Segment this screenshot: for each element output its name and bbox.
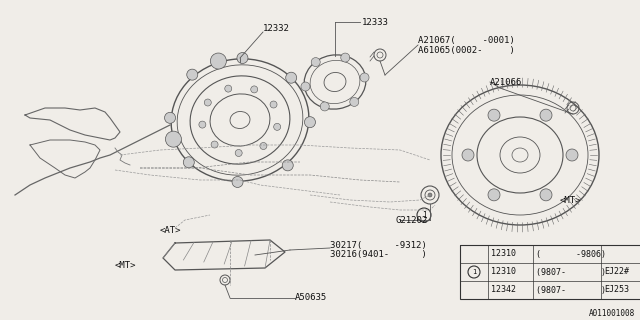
Circle shape	[428, 193, 432, 197]
Circle shape	[237, 52, 248, 64]
Text: 12342: 12342	[491, 285, 516, 294]
Circle shape	[540, 109, 552, 121]
Text: 30216(9401-      ): 30216(9401- )	[330, 250, 427, 259]
Circle shape	[165, 131, 181, 147]
Circle shape	[270, 101, 277, 108]
Circle shape	[488, 109, 500, 121]
Circle shape	[285, 72, 297, 83]
Circle shape	[204, 99, 211, 106]
Circle shape	[187, 69, 198, 80]
Text: 12310: 12310	[491, 268, 516, 276]
Circle shape	[301, 82, 310, 91]
Text: 12310: 12310	[491, 250, 516, 259]
Text: A50635: A50635	[295, 293, 327, 302]
Circle shape	[282, 160, 293, 171]
Text: A61065(0002-     ): A61065(0002- )	[418, 45, 515, 54]
Text: EJ253: EJ253	[604, 285, 629, 294]
Bar	[460, 245, 640, 299]
Text: 12332: 12332	[263, 23, 290, 33]
Circle shape	[311, 58, 320, 67]
Text: 1: 1	[422, 211, 426, 220]
Circle shape	[360, 73, 369, 82]
Text: <AT>: <AT>	[160, 226, 182, 235]
Circle shape	[260, 142, 267, 149]
Circle shape	[225, 85, 232, 92]
Text: (9807-       ): (9807- )	[536, 268, 606, 276]
Circle shape	[462, 149, 474, 161]
Text: G21202: G21202	[396, 215, 428, 225]
Text: 12333: 12333	[362, 18, 389, 27]
Circle shape	[235, 149, 242, 156]
Circle shape	[211, 53, 227, 69]
Text: <MT>: <MT>	[560, 196, 582, 204]
Circle shape	[305, 117, 316, 128]
Text: 1: 1	[472, 269, 476, 275]
Circle shape	[350, 97, 359, 107]
Circle shape	[232, 176, 243, 188]
Circle shape	[488, 189, 500, 201]
Circle shape	[566, 149, 578, 161]
Text: 30217(      -9312): 30217( -9312)	[330, 241, 427, 250]
Circle shape	[274, 124, 281, 130]
Text: (9807-       ): (9807- )	[536, 285, 606, 294]
Circle shape	[320, 102, 329, 111]
Text: (       -9806): ( -9806)	[536, 250, 606, 259]
Circle shape	[211, 141, 218, 148]
Circle shape	[340, 53, 350, 62]
Circle shape	[183, 157, 195, 168]
Circle shape	[164, 112, 175, 123]
Text: <MT>: <MT>	[115, 260, 136, 269]
Text: EJ22#: EJ22#	[604, 268, 629, 276]
Text: A011001008: A011001008	[589, 309, 635, 318]
Circle shape	[251, 86, 258, 93]
Text: A21067(     -0001): A21067( -0001)	[418, 36, 515, 44]
Circle shape	[199, 121, 206, 128]
Circle shape	[540, 189, 552, 201]
Text: A21066: A21066	[490, 77, 522, 86]
